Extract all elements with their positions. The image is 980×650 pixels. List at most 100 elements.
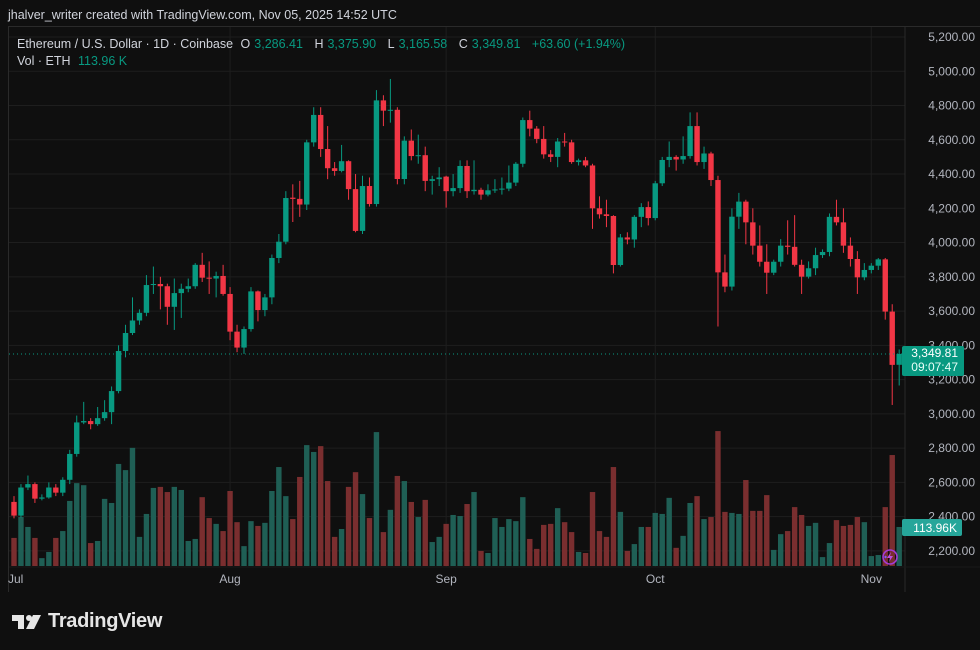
candle-body	[617, 237, 624, 266]
volume-label[interactable]: Vol · ETH	[17, 54, 71, 68]
volume-bar	[178, 489, 184, 566]
lightning-icon[interactable]	[882, 549, 898, 565]
candle	[164, 283, 171, 325]
candle	[220, 264, 226, 296]
time-tick-label: Aug	[219, 572, 240, 586]
volume-bar	[840, 525, 847, 566]
candle	[464, 160, 470, 199]
candle-body	[784, 245, 791, 247]
time-tick-label: Sep	[435, 572, 457, 586]
volume-bar	[276, 467, 282, 566]
candle	[115, 345, 122, 394]
candle	[798, 259, 805, 294]
tradingview-logo[interactable]: TradingView	[12, 610, 162, 633]
volume-bar	[527, 538, 533, 566]
candle	[610, 215, 617, 274]
candle	[108, 386, 115, 425]
volume-bar	[652, 512, 658, 566]
candle-body	[750, 222, 756, 246]
volume-bar	[429, 542, 435, 566]
chart-frame	[8, 26, 980, 592]
volume-bar	[290, 519, 296, 566]
candle	[74, 415, 80, 457]
price-tick-label: 3,800.00	[928, 270, 975, 284]
volume-bar	[833, 520, 840, 566]
candle-body	[429, 179, 435, 181]
volume-bar	[798, 514, 805, 566]
candle-body	[255, 291, 261, 311]
volume-bar	[513, 521, 519, 566]
volume-bar	[729, 512, 735, 566]
candle-body	[297, 198, 303, 205]
candle-body	[896, 353, 902, 365]
volume-bar	[506, 519, 512, 566]
candle-body	[833, 216, 840, 223]
candle-body	[680, 156, 686, 160]
candle-body	[87, 421, 94, 425]
candle-body	[199, 264, 205, 278]
candle	[157, 276, 164, 310]
price-tick-label: 4,000.00	[928, 236, 975, 250]
candle	[304, 139, 310, 211]
volume-bar	[715, 431, 721, 566]
close-value: 3,349.81	[471, 37, 521, 51]
candle-body	[631, 216, 638, 240]
volume-bar	[227, 491, 233, 566]
candle	[791, 215, 798, 267]
last-price-tag: 3,349.81 09:07:47	[902, 345, 964, 376]
volume-bar	[192, 538, 198, 566]
bar-countdown: 09:07:47	[911, 360, 958, 374]
candle	[255, 290, 261, 322]
candle	[248, 287, 254, 332]
volume-bar	[304, 445, 310, 566]
price-tick-label: 4,200.00	[928, 201, 975, 215]
time-tick-label: Jul	[8, 572, 23, 586]
candle	[39, 494, 45, 501]
candle	[171, 278, 178, 330]
volume-bar	[262, 522, 268, 566]
symbol-description[interactable]: Ethereum / U.S. Dollar · 1D · Coinbase	[17, 37, 234, 51]
volume-bar	[394, 475, 401, 566]
candle-body	[527, 120, 533, 129]
candle-body	[889, 311, 895, 365]
candle	[234, 324, 240, 353]
candle	[443, 175, 449, 208]
candle	[736, 192, 742, 229]
price-axis[interactable]: 5,200.00 5,000.00 4,800.00 4,600.00 4,400.00…	[928, 30, 975, 558]
candle	[743, 199, 749, 245]
candle	[429, 175, 435, 195]
chart-legend: Ethereum / U.S. Dollar · 1D · Coinbase O…	[17, 36, 629, 70]
candle	[359, 175, 366, 234]
candle	[87, 418, 94, 430]
candle-body	[778, 245, 784, 262]
candle	[631, 215, 638, 248]
volume-bar	[812, 522, 819, 566]
candle-body	[422, 155, 428, 181]
volume-bar	[882, 507, 888, 566]
price-tick-label: 3,000.00	[928, 407, 975, 421]
candle-body	[136, 312, 143, 321]
candle	[227, 287, 233, 341]
candle-body	[436, 177, 442, 180]
candle	[889, 304, 895, 405]
candle-body	[387, 109, 394, 111]
time-axis[interactable]: Jul Aug Sep Oct Nov	[8, 572, 882, 586]
volume-bar	[87, 543, 94, 566]
candle-body	[11, 501, 17, 516]
candle-body	[596, 208, 603, 215]
candle-body	[771, 261, 777, 273]
volume-bar	[541, 524, 547, 566]
candle-body	[108, 391, 115, 413]
candle	[722, 254, 728, 293]
candle-body	[805, 268, 812, 277]
volume-bar	[861, 522, 868, 566]
volume-bar	[631, 544, 638, 566]
candle	[178, 283, 184, 318]
candle	[492, 179, 498, 193]
price-tick-label: 2,200.00	[928, 544, 975, 558]
candle	[380, 95, 387, 127]
candle-body	[541, 138, 547, 155]
candle	[345, 160, 352, 200]
candle-body	[408, 140, 414, 157]
